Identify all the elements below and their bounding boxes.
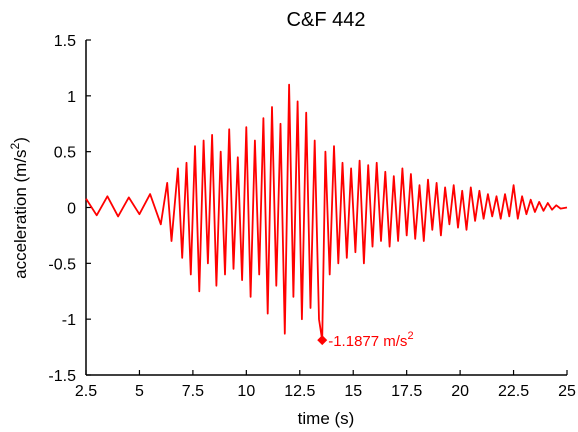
x-tick-label: 22.5 xyxy=(498,383,529,400)
y-tick-label: 1 xyxy=(67,89,76,106)
y-axis-label: acceleration (m/s2) xyxy=(8,137,30,279)
chart-title: C&F 442 xyxy=(287,9,366,31)
x-tick-label: 25 xyxy=(558,383,576,400)
y-tick-label: 0 xyxy=(67,201,76,218)
series-layer xyxy=(85,83,568,342)
x-tick-label: 20 xyxy=(451,383,469,400)
x-tick-label: 2.5 xyxy=(75,383,97,400)
x-tick-label: 10 xyxy=(237,383,255,400)
min-value-label: -1.1877 m/s2 xyxy=(328,330,413,350)
x-axis-label: time (s) xyxy=(298,409,355,428)
series-line-0 xyxy=(85,83,568,342)
x-tick-label: 7.5 xyxy=(182,383,204,400)
axes-group: 1.5 1 0.5 0 -0.5 -1 -1.52.5 5 7.5 10 12.5 15 17.5 20 2… xyxy=(48,33,576,400)
y-tick-label: 0.5 xyxy=(54,145,76,162)
x-tick-label: 5 xyxy=(135,383,144,400)
x-tick-label: 17.5 xyxy=(391,383,422,400)
y-tick-label: -1 xyxy=(62,312,76,329)
x-tick-label: 12.5 xyxy=(284,383,315,400)
x-tick-label: 15 xyxy=(344,383,362,400)
annotation-layer: -1.1877 m/s2 xyxy=(317,330,414,350)
y-tick-label: 1.5 xyxy=(54,33,76,50)
y-tick-label: -1.5 xyxy=(48,368,76,385)
min-value-marker xyxy=(317,335,328,346)
y-tick-label: -0.5 xyxy=(48,256,76,273)
